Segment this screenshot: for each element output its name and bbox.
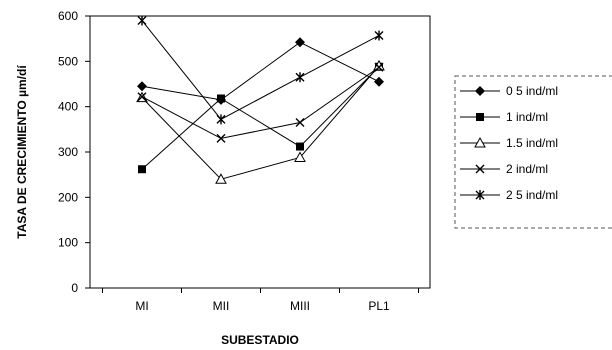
x-axis: MI MII MIII PL1 xyxy=(102,288,419,313)
y-tick-label: 300 xyxy=(58,145,78,159)
data-point-triangle xyxy=(294,151,306,162)
data-point-x xyxy=(295,118,305,128)
legend-label-2: 1 ind/ml xyxy=(506,110,548,124)
x-tick-label: MII xyxy=(213,299,230,313)
x-tick-label: PL1 xyxy=(368,299,390,313)
data-point-x xyxy=(137,92,147,102)
data-point-diamond xyxy=(475,86,485,96)
data-point-star xyxy=(137,15,147,26)
data-point-square xyxy=(476,113,484,121)
data-point-square xyxy=(296,142,304,151)
plot-area xyxy=(89,15,431,289)
legend: 0 5 ind/ml 1 ind/ml 1.5 ind/ml 2 ind/ml 2 5 … xyxy=(454,75,612,229)
data-point-diamond xyxy=(137,81,147,92)
x-tick-label: MIII xyxy=(290,299,310,313)
data-point-diamond xyxy=(374,76,384,87)
y-tick-label: 100 xyxy=(58,236,78,250)
x-axis-title: SUBESTADIO xyxy=(221,333,299,347)
y-tick-label: 0 xyxy=(71,281,78,295)
data-point-star xyxy=(295,72,305,83)
y-tick-label: 600 xyxy=(58,9,78,23)
legend-box xyxy=(454,75,612,229)
series-line-2 xyxy=(141,66,380,170)
data-point-triangle xyxy=(474,136,486,148)
data-point-x xyxy=(475,164,485,174)
data-point-star xyxy=(374,30,384,41)
x-tick-label: MI xyxy=(135,299,148,313)
data-point-x xyxy=(374,62,384,72)
y-axis: 0 100 200 300 400 500 600 xyxy=(58,9,90,295)
legend-label-4: 2 ind/ml xyxy=(506,162,548,176)
legend-label-5: 2 5 ind/ml xyxy=(506,188,558,202)
data-point-diamond xyxy=(295,37,305,48)
y-tick-label: 200 xyxy=(58,190,78,204)
series-line-1 xyxy=(141,41,380,101)
series-layer xyxy=(136,15,385,184)
legend-label-1: 0 5 ind/ml xyxy=(506,84,558,98)
y-axis-title: TASA DE CRECIMIENTO µm/dí xyxy=(15,65,29,239)
data-point-triangle xyxy=(215,173,227,184)
data-point-star xyxy=(475,190,485,200)
y-tick-label: 500 xyxy=(58,54,78,68)
series-line-5 xyxy=(141,20,380,120)
data-point-square xyxy=(217,94,225,103)
data-point-x xyxy=(216,133,226,143)
legend-label-3: 1.5 ind/ml xyxy=(506,136,558,150)
data-point-square xyxy=(138,165,146,174)
y-tick-label: 400 xyxy=(58,100,78,114)
series-line-3 xyxy=(141,65,380,180)
data-point-star xyxy=(216,114,226,125)
series-line-4 xyxy=(141,66,380,139)
